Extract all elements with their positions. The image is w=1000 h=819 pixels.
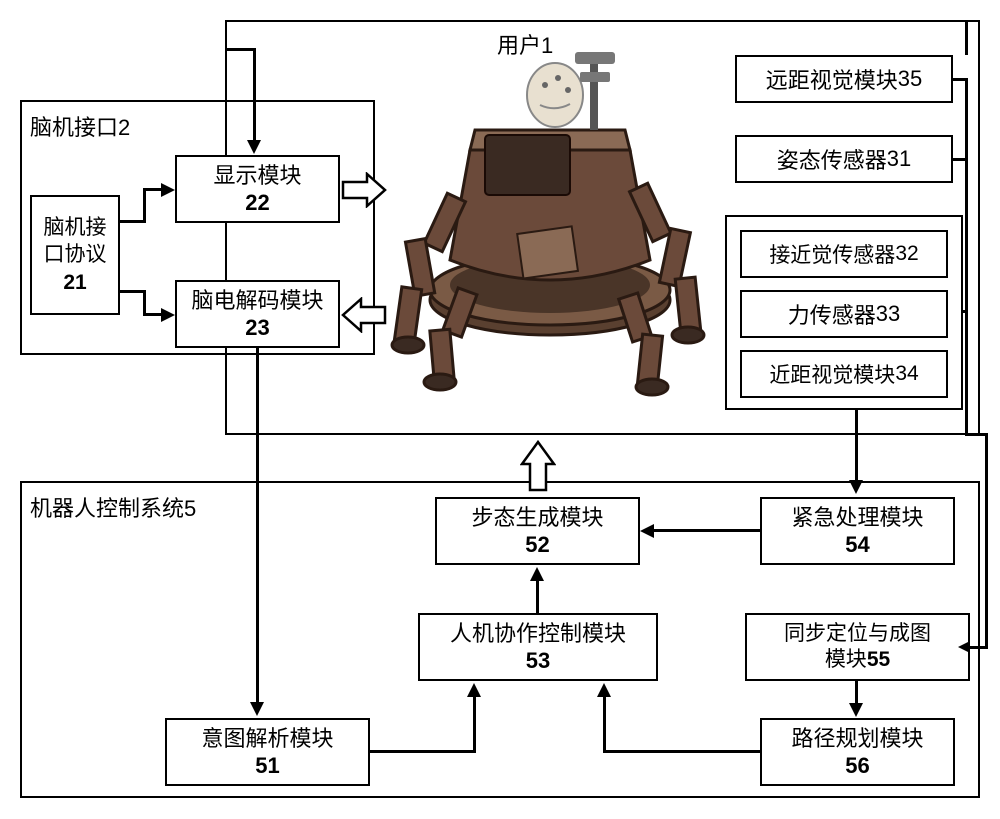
hollow-arrow-display-to-robot	[341, 172, 387, 208]
line-right-to-slam-h-top	[965, 433, 988, 436]
display-module-num: 22	[245, 189, 269, 217]
bci-group-label: 脑机接口2	[30, 110, 130, 142]
line-protocol-to-display-h2	[143, 188, 163, 191]
slam-l1: 同步定位与成图	[784, 621, 931, 647]
line-intent-to-coop-h	[370, 750, 475, 753]
force-num: 33	[876, 301, 900, 327]
control-group-label: 机器人控制系统5	[30, 491, 196, 523]
bci-protocol-box: 脑机接 口协议 21	[30, 195, 120, 315]
bci-protocol-num: 21	[63, 269, 86, 296]
proximity-label: 接近觉传感器	[769, 239, 895, 269]
line-protocol-to-decode-h1	[120, 290, 145, 293]
near-vision-label: 近距视觉模块	[769, 359, 895, 389]
intent-module-box: 意图解析模块 51	[165, 718, 370, 786]
coop-num: 53	[526, 647, 550, 675]
path-label: 路径规划模块	[791, 725, 923, 753]
bci-label-num: 2	[118, 115, 130, 140]
diagram-canvas: 脑机接口2 脑机接 口协议 21 显示模块 22 脑电解码模块 23 远距视觉模…	[0, 0, 1000, 819]
arrow-protocol-to-display	[161, 183, 175, 197]
line-top-to-display-v	[253, 48, 256, 142]
decode-module-label: 脑电解码模块	[191, 287, 323, 315]
line-right-to-slam-h	[970, 646, 988, 649]
display-module-box: 显示模块 22	[175, 155, 340, 223]
intent-label: 意图解析模块	[201, 725, 333, 753]
line-protocol-to-display-h1	[120, 220, 145, 223]
near-vision-num: 34	[895, 362, 918, 386]
emergency-num: 54	[845, 531, 869, 559]
arrow-to-slam	[958, 641, 970, 653]
line-path-to-coop-v	[603, 695, 606, 753]
near-vision-sensor-box: 近距视觉模块34	[740, 350, 948, 398]
robot-illustration	[380, 40, 720, 435]
proximity-sensor-box: 接近觉传感器32	[740, 230, 948, 278]
line-right-vertical	[965, 78, 968, 435]
arrow-path-to-coop	[597, 683, 611, 697]
coop-module-box: 人机协作控制模块 53	[418, 613, 658, 681]
slam-module-box: 同步定位与成图 模块55	[745, 613, 970, 681]
arrow-top-to-display	[247, 140, 261, 154]
far-vision-label: 远距视觉模块	[766, 63, 898, 95]
arrow-emergency-to-gait	[640, 524, 654, 538]
emergency-label: 紧急处理模块	[791, 504, 923, 532]
display-module-label: 显示模块	[213, 162, 301, 190]
path-num: 56	[845, 752, 869, 780]
far-vision-num: 35	[898, 66, 922, 92]
line-protocol-to-decode-h2	[143, 313, 163, 316]
control-label-text: 机器人控制系统	[30, 496, 184, 521]
slam-l2: 模块	[825, 648, 867, 671]
arrow-decode-to-intent	[250, 702, 264, 716]
decode-module-box: 脑电解码模块 23	[175, 280, 340, 348]
line-emergency-to-gait	[654, 529, 760, 532]
line-right-to-slam-v	[985, 435, 988, 648]
gait-module-box: 步态生成模块 52	[435, 497, 640, 565]
slam-num: 55	[867, 648, 890, 671]
attitude-sensor-box: 姿态传感器31	[735, 135, 953, 183]
path-module-box: 路径规划模块 56	[760, 718, 955, 786]
far-vision-box: 远距视觉模块35	[735, 55, 953, 103]
gait-num: 52	[525, 531, 549, 559]
hollow-arrow-gait-to-robot	[520, 440, 556, 492]
line-slam-to-path	[855, 681, 858, 705]
arrow-intent-to-coop	[467, 683, 481, 697]
attitude-label: 姿态传感器	[777, 143, 887, 175]
line-top-to-display-h	[225, 48, 255, 51]
line-protocol-to-decode-v	[143, 290, 146, 315]
line-path-to-coop-h	[603, 750, 760, 753]
line-cluster-down	[855, 410, 858, 482]
line-cluster-right	[963, 310, 968, 313]
force-sensor-box: 力传感器33	[740, 290, 948, 338]
attitude-num: 31	[887, 146, 911, 172]
arrow-to-emergency	[849, 480, 863, 494]
arrow-coop-to-gait	[530, 567, 544, 581]
bci-label-text: 脑机接口	[30, 115, 118, 140]
force-label: 力传感器	[788, 298, 876, 330]
intent-num: 51	[255, 752, 279, 780]
line-coop-to-gait	[536, 579, 539, 613]
arrow-slam-to-path	[849, 703, 863, 717]
gait-label: 步态生成模块	[471, 504, 603, 532]
line-decode-to-intent	[256, 348, 259, 704]
line-top-right-down	[965, 20, 968, 55]
bci-protocol-l2: 口协议	[44, 241, 107, 268]
arrow-protocol-to-decode	[161, 308, 175, 322]
line-intent-to-coop-v	[473, 695, 476, 753]
emergency-module-box: 紧急处理模块 54	[760, 497, 955, 565]
bci-protocol-l1: 脑机接	[44, 214, 107, 241]
decode-module-num: 23	[245, 314, 269, 342]
control-label-num: 5	[184, 496, 196, 521]
coop-label: 人机协作控制模块	[450, 620, 626, 648]
hollow-arrow-robot-to-decode	[341, 297, 387, 333]
proximity-num: 32	[895, 242, 918, 266]
line-protocol-to-display-v	[143, 188, 146, 223]
